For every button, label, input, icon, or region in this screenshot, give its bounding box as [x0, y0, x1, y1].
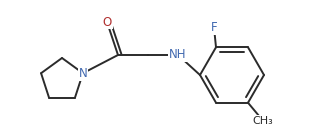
- Text: O: O: [102, 15, 112, 29]
- Text: NH: NH: [169, 48, 187, 62]
- Text: F: F: [211, 21, 217, 34]
- Text: CH₃: CH₃: [253, 116, 273, 126]
- Text: N: N: [79, 67, 87, 80]
